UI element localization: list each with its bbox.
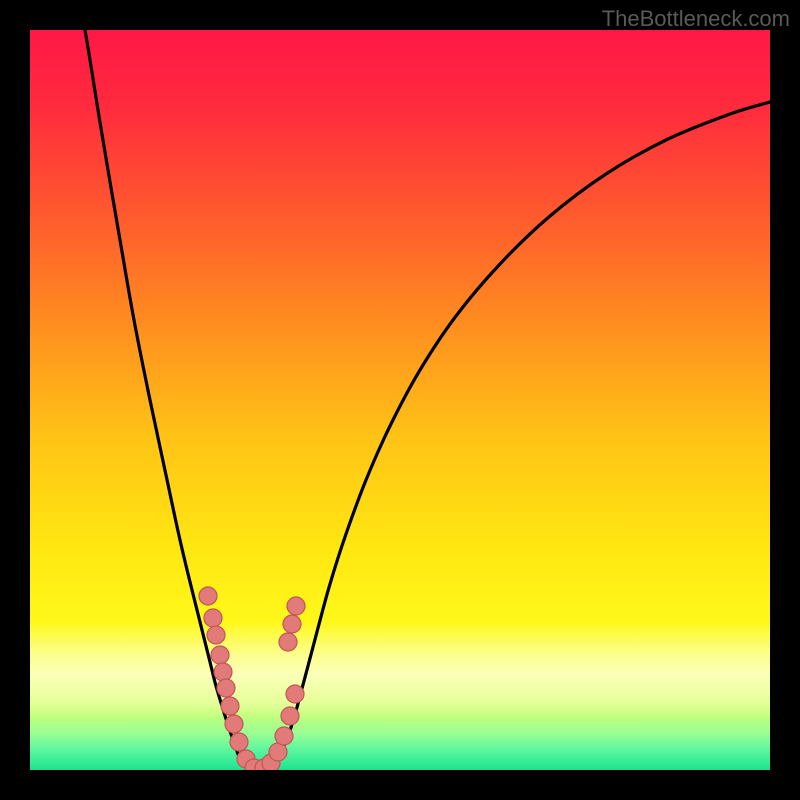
data-marker — [225, 715, 243, 733]
curve-layer — [30, 30, 770, 770]
plot-area — [30, 30, 770, 770]
data-marker — [204, 609, 222, 627]
data-marker — [230, 733, 248, 751]
chart-container: TheBottleneck.com — [0, 0, 800, 800]
data-marker — [275, 727, 293, 745]
data-marker — [279, 633, 297, 651]
data-marker — [269, 743, 287, 761]
data-marker — [287, 597, 305, 615]
watermark-text: TheBottleneck.com — [602, 6, 790, 32]
right-curve — [258, 102, 770, 770]
data-marker — [211, 646, 229, 664]
data-marker — [286, 685, 304, 703]
data-marker — [199, 587, 217, 605]
data-marker — [283, 615, 301, 633]
data-marker — [214, 663, 232, 681]
data-marker — [217, 679, 235, 697]
data-marker — [221, 697, 239, 715]
left-curve — [85, 30, 258, 770]
data-marker — [281, 707, 299, 725]
data-marker — [207, 626, 225, 644]
